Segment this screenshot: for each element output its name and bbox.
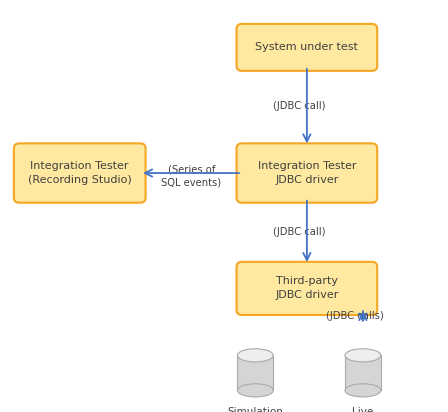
Text: (JDBC call): (JDBC call)	[273, 101, 326, 111]
Ellipse shape	[237, 384, 273, 397]
FancyBboxPatch shape	[237, 143, 377, 203]
FancyBboxPatch shape	[237, 262, 377, 315]
Text: (Series of
SQL events): (Series of SQL events)	[161, 165, 221, 188]
Ellipse shape	[237, 349, 273, 362]
Ellipse shape	[345, 349, 381, 362]
Text: (JDBC calls): (JDBC calls)	[326, 311, 384, 321]
FancyBboxPatch shape	[237, 355, 273, 391]
Text: Third-party
JDBC driver: Third-party JDBC driver	[275, 276, 339, 300]
Text: (JDBC call): (JDBC call)	[273, 227, 326, 236]
FancyBboxPatch shape	[345, 355, 381, 391]
Text: Integration Tester
JDBC driver: Integration Tester JDBC driver	[258, 161, 356, 185]
FancyBboxPatch shape	[14, 143, 146, 203]
Text: System under test: System under test	[255, 42, 358, 52]
Ellipse shape	[345, 384, 381, 397]
FancyBboxPatch shape	[237, 24, 377, 71]
Text: Live: Live	[352, 407, 374, 412]
Text: Simulation: Simulation	[228, 407, 283, 412]
Text: Integration Tester
(Recording Studio): Integration Tester (Recording Studio)	[28, 161, 132, 185]
